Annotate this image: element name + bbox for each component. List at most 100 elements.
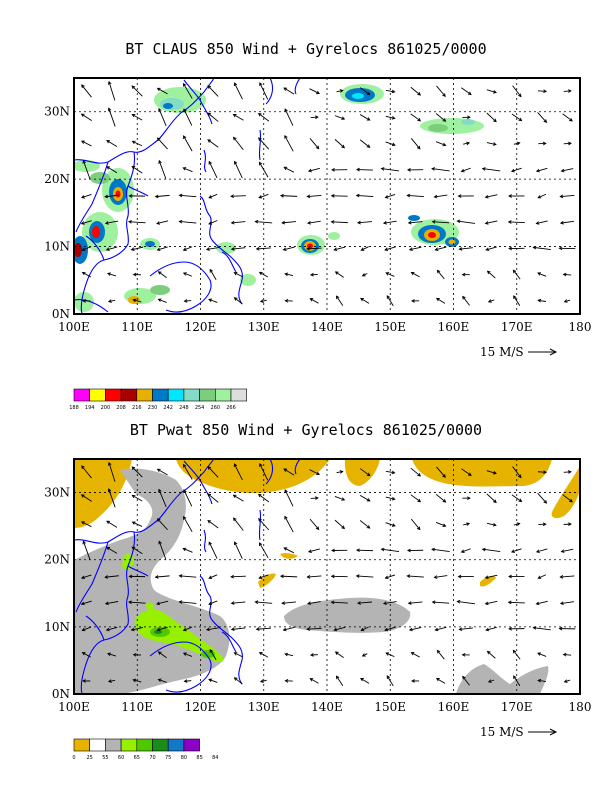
wind-vector (559, 601, 574, 606)
wind-vector (130, 246, 144, 252)
wind-vector (563, 141, 572, 146)
wind-vector (307, 548, 320, 553)
wind-vector (410, 271, 420, 278)
wind-vector (431, 547, 450, 553)
latitude-label: 30N (44, 486, 70, 500)
wind-vector (334, 139, 346, 149)
colorbar-swatch (105, 388, 122, 402)
colorbar-level-label: 0 (72, 755, 75, 761)
wind-vector (157, 298, 167, 303)
wind-vector (484, 574, 498, 580)
colorbar-level-label: 75 (165, 755, 171, 761)
wind-vector (410, 113, 422, 122)
wind-vector (208, 160, 218, 179)
colorbar-level-label: 242 (163, 405, 173, 411)
wind-vector (559, 220, 574, 225)
latitude-label: 20N (44, 553, 70, 567)
wind-vector (410, 652, 420, 658)
colorbar-level-label: 260 (211, 405, 221, 411)
wind-vector (205, 627, 220, 632)
wind-vector (183, 108, 193, 126)
wind-vector (156, 626, 168, 632)
wind-vector (513, 141, 521, 146)
wind-vector (80, 220, 92, 225)
wind-vector (131, 466, 143, 478)
wind-vector (259, 82, 269, 100)
colorbar-level-label: 230 (148, 405, 158, 411)
wind-vector (106, 546, 118, 554)
wind-vector (182, 652, 193, 657)
colorbar-level-label: 254 (195, 405, 205, 411)
wind-vector (80, 521, 92, 528)
longitude-label: 160E (438, 320, 470, 334)
wind-vector (563, 470, 572, 474)
wind-vector (511, 494, 523, 503)
bottom-panel-title: BT Pwat 850 Wind + Gyrelocs 861025/0000 (129, 421, 483, 439)
wind-vector (508, 246, 525, 251)
wind-vector (257, 493, 270, 503)
wind-vector (183, 82, 193, 99)
wind-vector (560, 548, 574, 553)
wind-vector (233, 160, 243, 179)
wind-vector (537, 678, 547, 683)
top-panel-title: BT CLAUS 850 Wind + Gyrelocs 861025/0000 (125, 40, 487, 58)
pwat-map-panel: 30N 20N 10N 0N 100E 110E 120E 130E 140E 150E 160E… (44, 458, 591, 761)
wind-vector (537, 193, 547, 199)
wind-vector (104, 194, 119, 199)
wind-vector (385, 141, 396, 147)
colorbar-swatch (105, 738, 122, 752)
longitude-label: 150E (374, 700, 406, 714)
wind-vector (359, 114, 371, 121)
wind-vectors (80, 80, 576, 307)
wind-vector (128, 194, 146, 198)
wind-vector (481, 547, 501, 553)
wind-vector (359, 495, 371, 502)
wind-vector (331, 548, 348, 553)
wind-vector (360, 297, 370, 304)
map-frame (73, 77, 581, 315)
wind-vector (258, 271, 269, 278)
wind-vector (513, 675, 521, 687)
wind-vector (538, 141, 547, 146)
longitude-label: 120E (185, 320, 217, 334)
wind-vector (107, 107, 116, 127)
colorbar-level-label: 266 (226, 405, 236, 411)
longitude-label: 130E (248, 320, 280, 334)
wind-vector (306, 246, 322, 251)
wind-vector (158, 488, 167, 507)
wind-vector (156, 600, 169, 606)
wind-vector (512, 466, 522, 479)
wind-vector (463, 141, 471, 146)
wind-vector (486, 142, 497, 146)
wind-vector (486, 470, 497, 475)
wind-vector (486, 112, 497, 123)
wind-vector (182, 547, 193, 553)
wind-vector (131, 546, 143, 555)
longitude-label: 100E (58, 320, 90, 334)
wind-vector (131, 494, 143, 502)
wind-vector (484, 600, 498, 606)
wind-vector (258, 161, 269, 178)
wind-vector (107, 488, 116, 508)
wind-vector (406, 574, 424, 578)
wind-vector (361, 653, 368, 657)
wind-scale-label: 15 M/S (480, 725, 524, 739)
wind-vector (334, 115, 346, 120)
wind-vector (156, 246, 168, 252)
wind-vector (207, 139, 219, 148)
wind-vector (384, 574, 396, 580)
wind-vector (436, 269, 445, 280)
wind-vector (284, 679, 293, 683)
wind-vector (330, 194, 348, 198)
colorbar-level-label: 208 (116, 405, 126, 411)
wind-vector (512, 269, 521, 280)
wind-vector (560, 168, 574, 173)
colorbar-level-label: 80 (181, 755, 187, 761)
wind-vector (309, 88, 321, 95)
wind-vector (357, 220, 372, 225)
colorbar-swatch (120, 738, 138, 752)
wind-vector (436, 649, 445, 660)
wind-vector (209, 648, 217, 661)
wind-vector (158, 159, 167, 179)
wind-vector (230, 601, 246, 605)
